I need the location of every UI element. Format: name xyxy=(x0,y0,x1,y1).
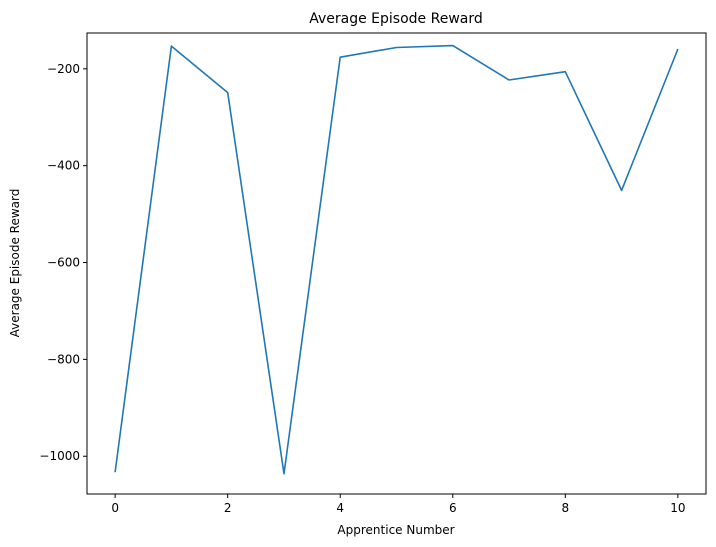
x-axis: 0 2 4 6 8 10 xyxy=(111,494,686,515)
x-tick-label: 4 xyxy=(336,501,344,515)
chart-title: Average Episode Reward xyxy=(309,11,483,27)
y-tick-label: −1000 xyxy=(39,449,80,463)
y-tick-label: −600 xyxy=(47,256,80,270)
x-tick-label: 0 xyxy=(111,501,119,515)
x-tick-label: 2 xyxy=(224,501,232,515)
plot-area-frame xyxy=(86,32,707,495)
y-tick-label: −800 xyxy=(47,352,80,366)
y-axis-label: Average Episode Reward xyxy=(8,189,22,338)
series-line xyxy=(114,44,679,475)
x-axis-label: Apprentice Number xyxy=(337,523,454,537)
y-axis: −1000 −800 −600 −400 −200 xyxy=(39,62,87,463)
y-tick-label: −400 xyxy=(47,159,80,173)
x-tick-label: 8 xyxy=(561,501,569,515)
x-tick-label: 10 xyxy=(670,501,685,515)
x-tick-label: 6 xyxy=(449,501,457,515)
y-tick-label: −200 xyxy=(47,62,80,76)
series-layer xyxy=(114,44,679,475)
